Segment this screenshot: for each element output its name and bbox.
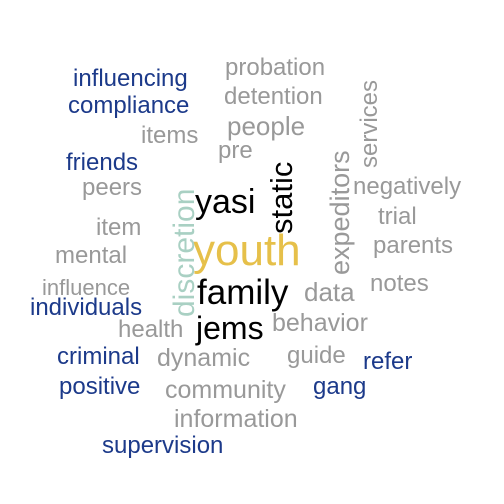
- word-parents: parents: [373, 232, 454, 259]
- word-yasi: yasi: [195, 183, 256, 221]
- word-health: health: [118, 316, 184, 343]
- word-peers: peers: [82, 174, 143, 201]
- word-static: static: [264, 161, 299, 234]
- word-pre: pre: [218, 137, 253, 164]
- word-detention: detention: [224, 83, 323, 110]
- word-guide: guide: [287, 342, 346, 369]
- word-data: data: [304, 277, 355, 307]
- word-trial: trial: [378, 203, 417, 230]
- word-community: community: [165, 376, 286, 404]
- word-probation: probation: [225, 54, 326, 81]
- word-services: services: [356, 79, 383, 168]
- word-expeditors: expeditors: [325, 150, 355, 275]
- word-behavior: behavior: [272, 309, 368, 337]
- word-discretion: discretion: [168, 188, 201, 317]
- word-refer: refer: [363, 348, 413, 375]
- word-compliance: compliance: [68, 92, 190, 119]
- word-item: item: [96, 214, 142, 241]
- word-information: information: [174, 405, 298, 433]
- word-influence: influence: [42, 275, 131, 300]
- word-mental: mental: [55, 242, 128, 269]
- word-supervision: supervision: [102, 432, 224, 459]
- word-friends: friends: [66, 149, 139, 176]
- word-influencing: influencing: [73, 65, 188, 92]
- word-notes: notes: [370, 270, 429, 297]
- word-family: family: [197, 273, 289, 312]
- word-negatively: negatively: [353, 173, 462, 200]
- word-individuals: individuals: [30, 294, 143, 321]
- word-criminal: criminal: [57, 343, 140, 370]
- word-people: people: [227, 111, 306, 141]
- word-gang: gang: [313, 373, 367, 400]
- word-youth: youth: [193, 226, 301, 275]
- word-dynamic: dynamic: [157, 344, 251, 372]
- word-positive: positive: [59, 373, 141, 400]
- word-jems: jems: [196, 310, 264, 346]
- word-items: items: [141, 122, 199, 149]
